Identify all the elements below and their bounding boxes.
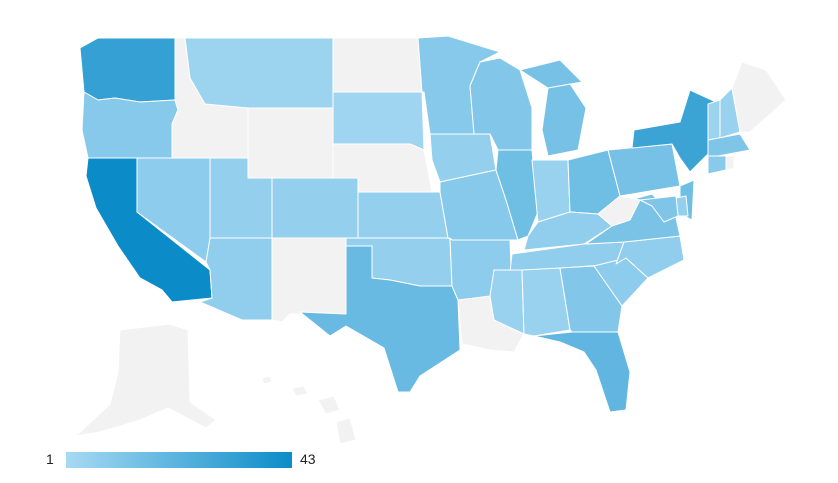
state-hi[interactable] xyxy=(261,375,357,445)
state-ky[interactable] xyxy=(523,211,613,251)
legend-max-label: 43 xyxy=(300,451,316,467)
state-vt[interactable] xyxy=(707,99,721,141)
state-or[interactable] xyxy=(81,91,179,159)
state-ri[interactable] xyxy=(725,155,735,171)
state-fl[interactable] xyxy=(533,331,631,413)
state-wy[interactable] xyxy=(247,107,334,179)
state-mi[interactable] xyxy=(519,59,587,157)
state-al[interactable] xyxy=(521,267,571,337)
state-az[interactable] xyxy=(199,237,273,321)
state-pa[interactable] xyxy=(607,143,681,197)
state-sd[interactable] xyxy=(332,91,425,151)
state-md[interactable] xyxy=(639,195,679,223)
state-wv[interactable] xyxy=(597,195,641,227)
state-ma[interactable] xyxy=(707,133,751,157)
state-ct[interactable] xyxy=(707,155,727,175)
state-co[interactable] xyxy=(271,177,359,239)
states-layer xyxy=(75,35,787,445)
state-in[interactable] xyxy=(531,159,571,223)
state-ny[interactable] xyxy=(631,89,717,173)
state-mt[interactable] xyxy=(184,37,334,109)
state-nd[interactable] xyxy=(332,37,423,93)
state-tx[interactable] xyxy=(299,245,461,393)
state-wa[interactable] xyxy=(79,37,176,103)
state-me[interactable] xyxy=(731,61,787,133)
legend-min-label: 1 xyxy=(46,451,54,467)
legend-gradient-bar xyxy=(66,452,292,468)
state-ks[interactable] xyxy=(357,191,449,239)
state-nm[interactable] xyxy=(271,237,347,323)
state-ms[interactable] xyxy=(489,269,525,335)
state-ak[interactable] xyxy=(75,323,217,437)
